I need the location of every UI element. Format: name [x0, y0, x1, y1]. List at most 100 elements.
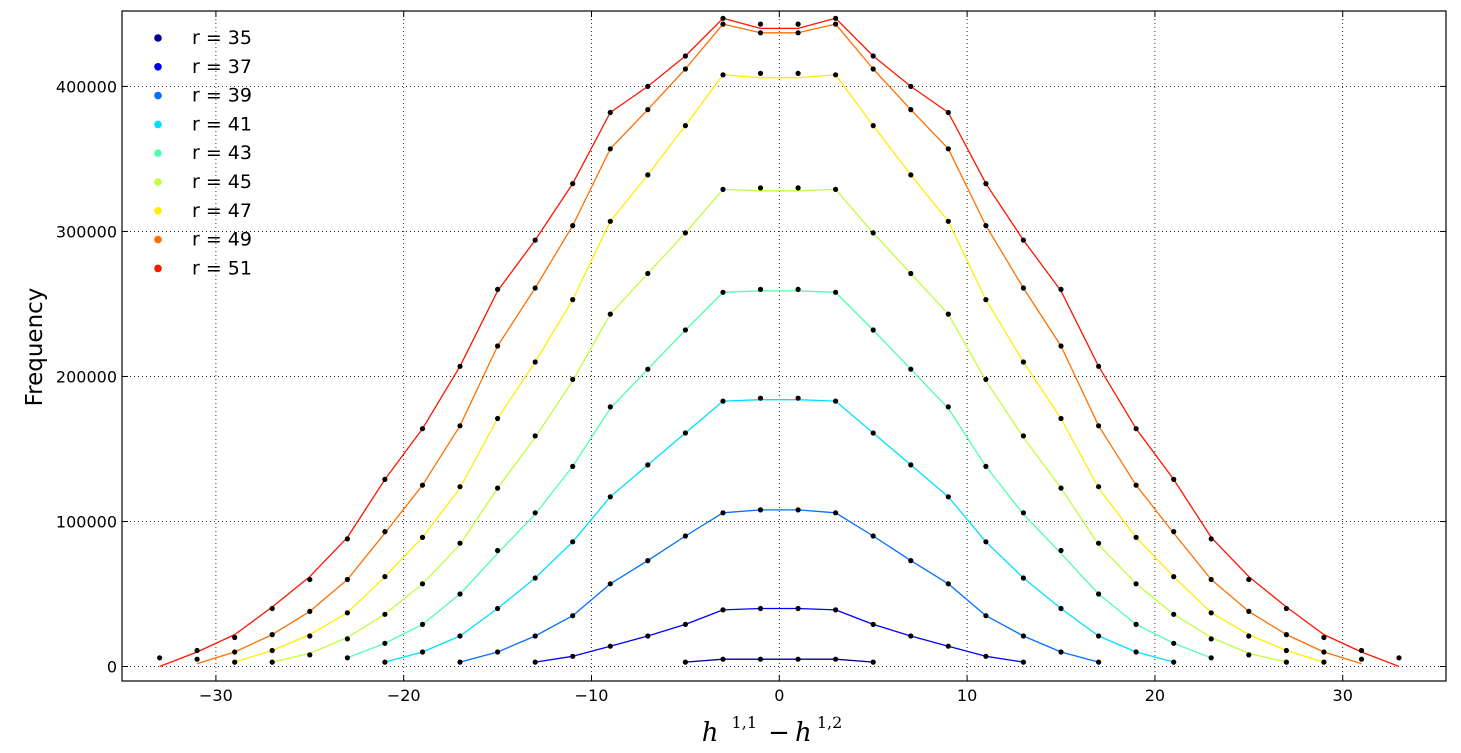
x-tick-label: −20 [387, 686, 421, 705]
data-point [532, 510, 538, 516]
data-point [607, 494, 613, 500]
data-point [1133, 581, 1139, 587]
y-tick-label: 300000 [56, 222, 117, 241]
data-point [1246, 633, 1252, 639]
data-point [570, 376, 576, 382]
data-point [1321, 649, 1327, 655]
data-point [1096, 633, 1102, 639]
data-point [1058, 649, 1064, 655]
x-label-sup1: 1,1 [732, 713, 757, 732]
data-point [1358, 647, 1365, 654]
grid-lines [122, 11, 1446, 681]
data-point [307, 633, 313, 639]
series-line [347, 290, 1212, 659]
data-point [495, 415, 501, 422]
data-point [908, 558, 914, 564]
legend-label: r = 45 [192, 171, 252, 193]
data-point [1020, 359, 1026, 365]
data-point [570, 539, 576, 545]
series-line [535, 607, 1024, 663]
data-point [1058, 286, 1064, 292]
legend-label: r = 37 [192, 56, 252, 78]
data-point [1171, 640, 1177, 646]
data-point [1283, 605, 1289, 612]
data-point [908, 107, 914, 113]
data-point [945, 494, 951, 500]
data-point [307, 652, 313, 658]
data-point [1133, 534, 1139, 541]
data-point [495, 649, 501, 655]
series-line [272, 188, 1287, 663]
legend-marker [154, 178, 162, 186]
data-point [419, 649, 426, 655]
data-point [908, 366, 914, 372]
data-point [1171, 574, 1177, 580]
series-lines [159, 17, 1400, 668]
data-point [645, 366, 651, 372]
data-point [682, 659, 689, 665]
data-point [983, 223, 989, 229]
data-point [419, 581, 426, 587]
x-label-minus: − [768, 718, 790, 748]
legend-marker [154, 34, 162, 42]
data-point [1096, 591, 1102, 597]
data-point [682, 123, 689, 129]
data-point [532, 433, 538, 439]
data-point [1058, 547, 1064, 554]
data-point [1283, 647, 1289, 654]
data-point [983, 463, 989, 469]
legend-marker [154, 207, 162, 215]
data-point [457, 540, 463, 546]
data-point [607, 404, 613, 410]
data-point [757, 605, 764, 612]
data-point [645, 462, 651, 468]
data-point [269, 659, 275, 665]
data-point [983, 297, 989, 303]
x-tick-label: 0 [774, 686, 784, 705]
data-point [1208, 576, 1214, 583]
data-point [1020, 285, 1026, 291]
data-point [570, 223, 576, 229]
data-point [232, 649, 238, 655]
data-point [983, 613, 989, 619]
data-point [945, 581, 951, 587]
data-point [833, 398, 839, 404]
data-point [419, 482, 426, 488]
series-line [459, 509, 1099, 663]
data-point [457, 423, 463, 429]
x-tick-label: 10 [957, 686, 977, 705]
data-point [908, 172, 914, 178]
data-point [945, 643, 951, 649]
data-point [720, 289, 726, 295]
data-point [983, 539, 989, 545]
data-point [1096, 540, 1102, 546]
data-point [1058, 343, 1064, 349]
data-point [870, 53, 876, 59]
data-point [795, 605, 801, 612]
data-point [682, 430, 689, 436]
data-point [1246, 652, 1252, 658]
data-point [908, 462, 914, 468]
data-point [1396, 655, 1402, 661]
data-point [983, 181, 989, 187]
data-point [720, 72, 726, 78]
data-point [757, 70, 764, 76]
data-point [1020, 633, 1026, 639]
data-point [382, 574, 388, 580]
data-point [682, 327, 689, 333]
data-point [833, 289, 839, 295]
data-point [757, 395, 764, 401]
data-point [1208, 655, 1214, 661]
legend-marker [154, 120, 162, 129]
data-point [457, 363, 463, 369]
data-point [382, 476, 388, 482]
data-point [232, 634, 238, 641]
data-point [344, 576, 350, 583]
plot-frame [121, 10, 1447, 682]
data-point [757, 507, 764, 513]
data-point [607, 581, 613, 587]
data-point [720, 656, 726, 662]
data-point [870, 621, 876, 628]
legend-label: r = 39 [192, 85, 252, 107]
